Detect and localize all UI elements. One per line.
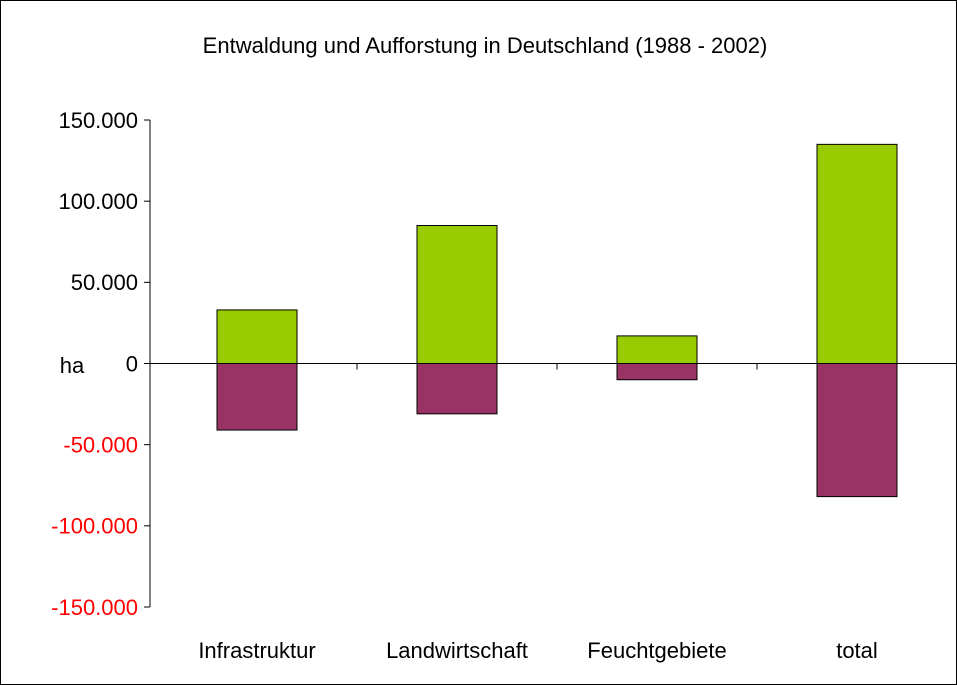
y-tick-label: 100.000 — [58, 189, 138, 214]
y-tick-label: 50.000 — [71, 270, 138, 295]
bar — [416, 363, 498, 415]
bar — [616, 335, 698, 364]
y-tick-label: -50.000 — [63, 432, 138, 457]
chart-title: Entwaldung und Aufforstung in Deutschlan… — [203, 33, 768, 58]
bar — [216, 363, 298, 431]
x-tick-label: Infrastruktur — [198, 638, 315, 663]
y-tick-label: 150.000 — [58, 108, 138, 133]
x-tick-label: total — [836, 638, 878, 663]
bar — [816, 143, 898, 364]
x-tick-label: Landwirtschaft — [386, 638, 528, 663]
y-tick-label: -150.000 — [51, 595, 138, 620]
bar — [416, 225, 498, 364]
bar — [216, 309, 298, 364]
y-tick-label: -100.000 — [51, 514, 138, 539]
bar — [816, 363, 898, 498]
bar — [616, 363, 698, 381]
x-tick-label: Feuchtgebiete — [587, 638, 726, 663]
y-unit: ha — [60, 353, 85, 378]
y-tick-label: 0 — [126, 351, 138, 376]
